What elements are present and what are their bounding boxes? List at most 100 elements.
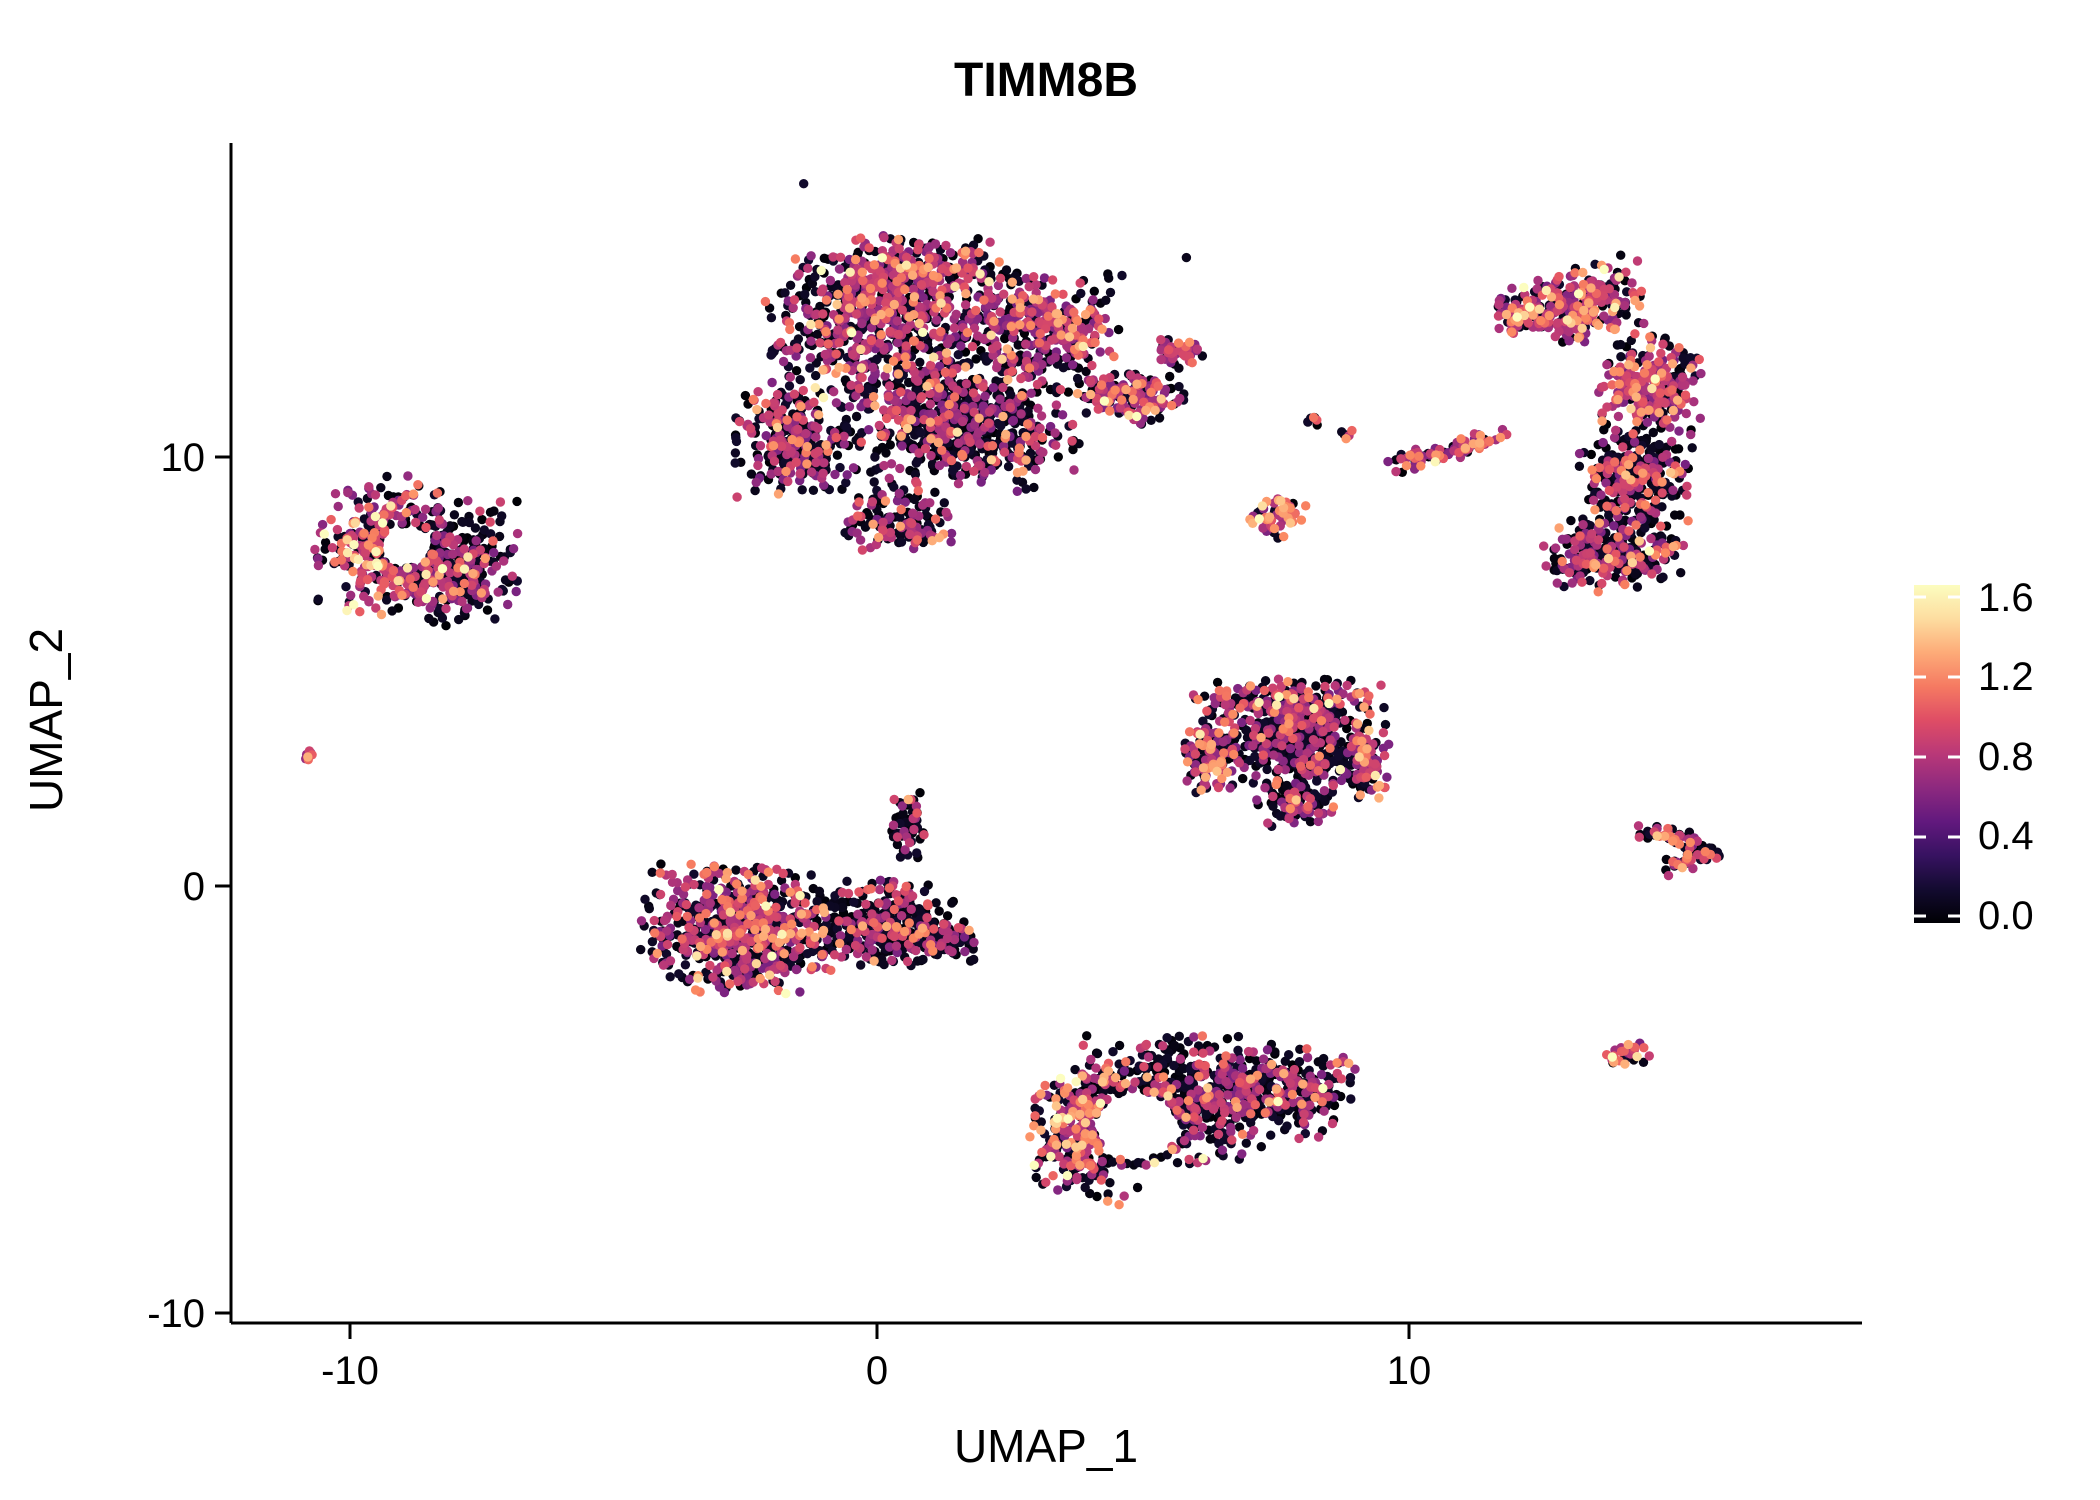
cell-point — [1053, 452, 1064, 462]
cell-point — [1089, 286, 1100, 296]
cell-point — [497, 511, 507, 521]
cell-point — [1262, 764, 1272, 775]
cell-point — [1252, 795, 1262, 805]
cell-point — [647, 867, 657, 877]
cell-point — [1256, 1142, 1267, 1152]
cell-point — [969, 954, 979, 965]
cell-point — [640, 894, 650, 904]
cell-point — [1072, 373, 1083, 384]
cell-point — [799, 179, 809, 189]
cell-point — [685, 974, 695, 984]
cell-point — [825, 275, 836, 286]
cell-point — [795, 375, 805, 385]
cell-point — [512, 496, 522, 507]
cell-point — [1226, 1127, 1236, 1137]
cell-point — [1225, 783, 1235, 793]
cell-point — [1081, 366, 1091, 377]
cell-point — [770, 889, 780, 899]
cell-point — [1169, 1060, 1179, 1071]
cell-point — [511, 586, 521, 597]
cell-point — [800, 289, 810, 299]
cell-point — [1105, 287, 1116, 298]
cell-point — [1285, 743, 1296, 754]
cell-point — [1212, 677, 1223, 688]
cell-point — [750, 485, 760, 496]
cell-point — [1165, 371, 1175, 382]
cell-point — [1302, 1052, 1313, 1063]
cell-point — [953, 350, 963, 360]
cell-point — [1008, 415, 1019, 426]
cell-point — [1615, 339, 1626, 350]
cell-point — [864, 425, 874, 435]
cell-point — [919, 886, 930, 897]
cell-point — [842, 470, 852, 480]
cell-point — [875, 875, 886, 885]
chart-title: TIMM8B — [954, 54, 1138, 107]
cell-point — [453, 497, 464, 508]
cell-point — [1346, 1094, 1356, 1104]
cell-point — [1382, 772, 1392, 782]
cell-point — [1262, 1045, 1273, 1055]
cell-point — [508, 544, 519, 554]
cell-point — [805, 353, 816, 363]
cell-point — [797, 485, 807, 495]
cell-point — [1235, 1055, 1245, 1065]
cell-point — [842, 876, 852, 886]
cell-point — [1031, 1172, 1041, 1183]
cell-point — [1082, 1031, 1092, 1041]
cell-point — [1621, 310, 1631, 320]
cell-point — [1599, 425, 1609, 435]
cell-point — [1039, 273, 1050, 283]
cell-point — [1174, 381, 1184, 392]
cell-point — [1318, 1061, 1329, 1071]
cell-point — [1105, 1178, 1115, 1188]
cell-point — [731, 865, 741, 875]
cell-point — [1119, 1066, 1130, 1076]
cell-point — [841, 478, 851, 488]
cell-point — [851, 411, 862, 422]
cell-point — [471, 536, 481, 546]
cell-point — [1081, 408, 1092, 418]
cell-point — [868, 362, 878, 372]
cell-point — [898, 808, 908, 819]
cell-point — [956, 341, 966, 351]
cell-point — [470, 523, 481, 533]
cell-point — [1384, 739, 1394, 749]
cell-point — [930, 239, 941, 249]
cell-point — [382, 471, 392, 482]
cell-point — [897, 441, 907, 451]
cell-point — [766, 350, 776, 360]
cell-point — [1104, 273, 1114, 283]
cell-point — [946, 537, 956, 547]
cell-point — [1345, 1072, 1356, 1083]
cell-point — [1609, 521, 1619, 531]
cell-point — [1640, 523, 1650, 533]
cell-point — [1241, 1138, 1252, 1148]
cell-point — [814, 886, 825, 896]
cell-point — [855, 535, 866, 545]
cell-point — [1654, 439, 1664, 450]
cell-point — [780, 288, 790, 298]
cell-point — [881, 448, 891, 458]
cell-point — [1696, 368, 1706, 379]
cell-point — [896, 537, 907, 547]
cell-point — [503, 599, 513, 610]
cell-point — [1294, 1057, 1305, 1067]
cell-point — [1076, 288, 1086, 299]
cell-point — [1616, 352, 1626, 362]
cell-point — [844, 402, 855, 412]
cell-point — [806, 870, 816, 880]
cell-point — [969, 937, 979, 948]
cell-point — [815, 301, 825, 312]
cell-point — [912, 848, 922, 858]
cell-point — [1379, 702, 1389, 713]
cell-point — [647, 937, 658, 947]
cell-point — [1507, 283, 1517, 293]
cell-point — [791, 964, 802, 975]
cell-point — [656, 859, 666, 869]
cell-point — [856, 960, 866, 970]
cell-point — [731, 436, 742, 447]
cell-point — [1258, 1054, 1269, 1064]
cell-point — [1026, 388, 1036, 398]
